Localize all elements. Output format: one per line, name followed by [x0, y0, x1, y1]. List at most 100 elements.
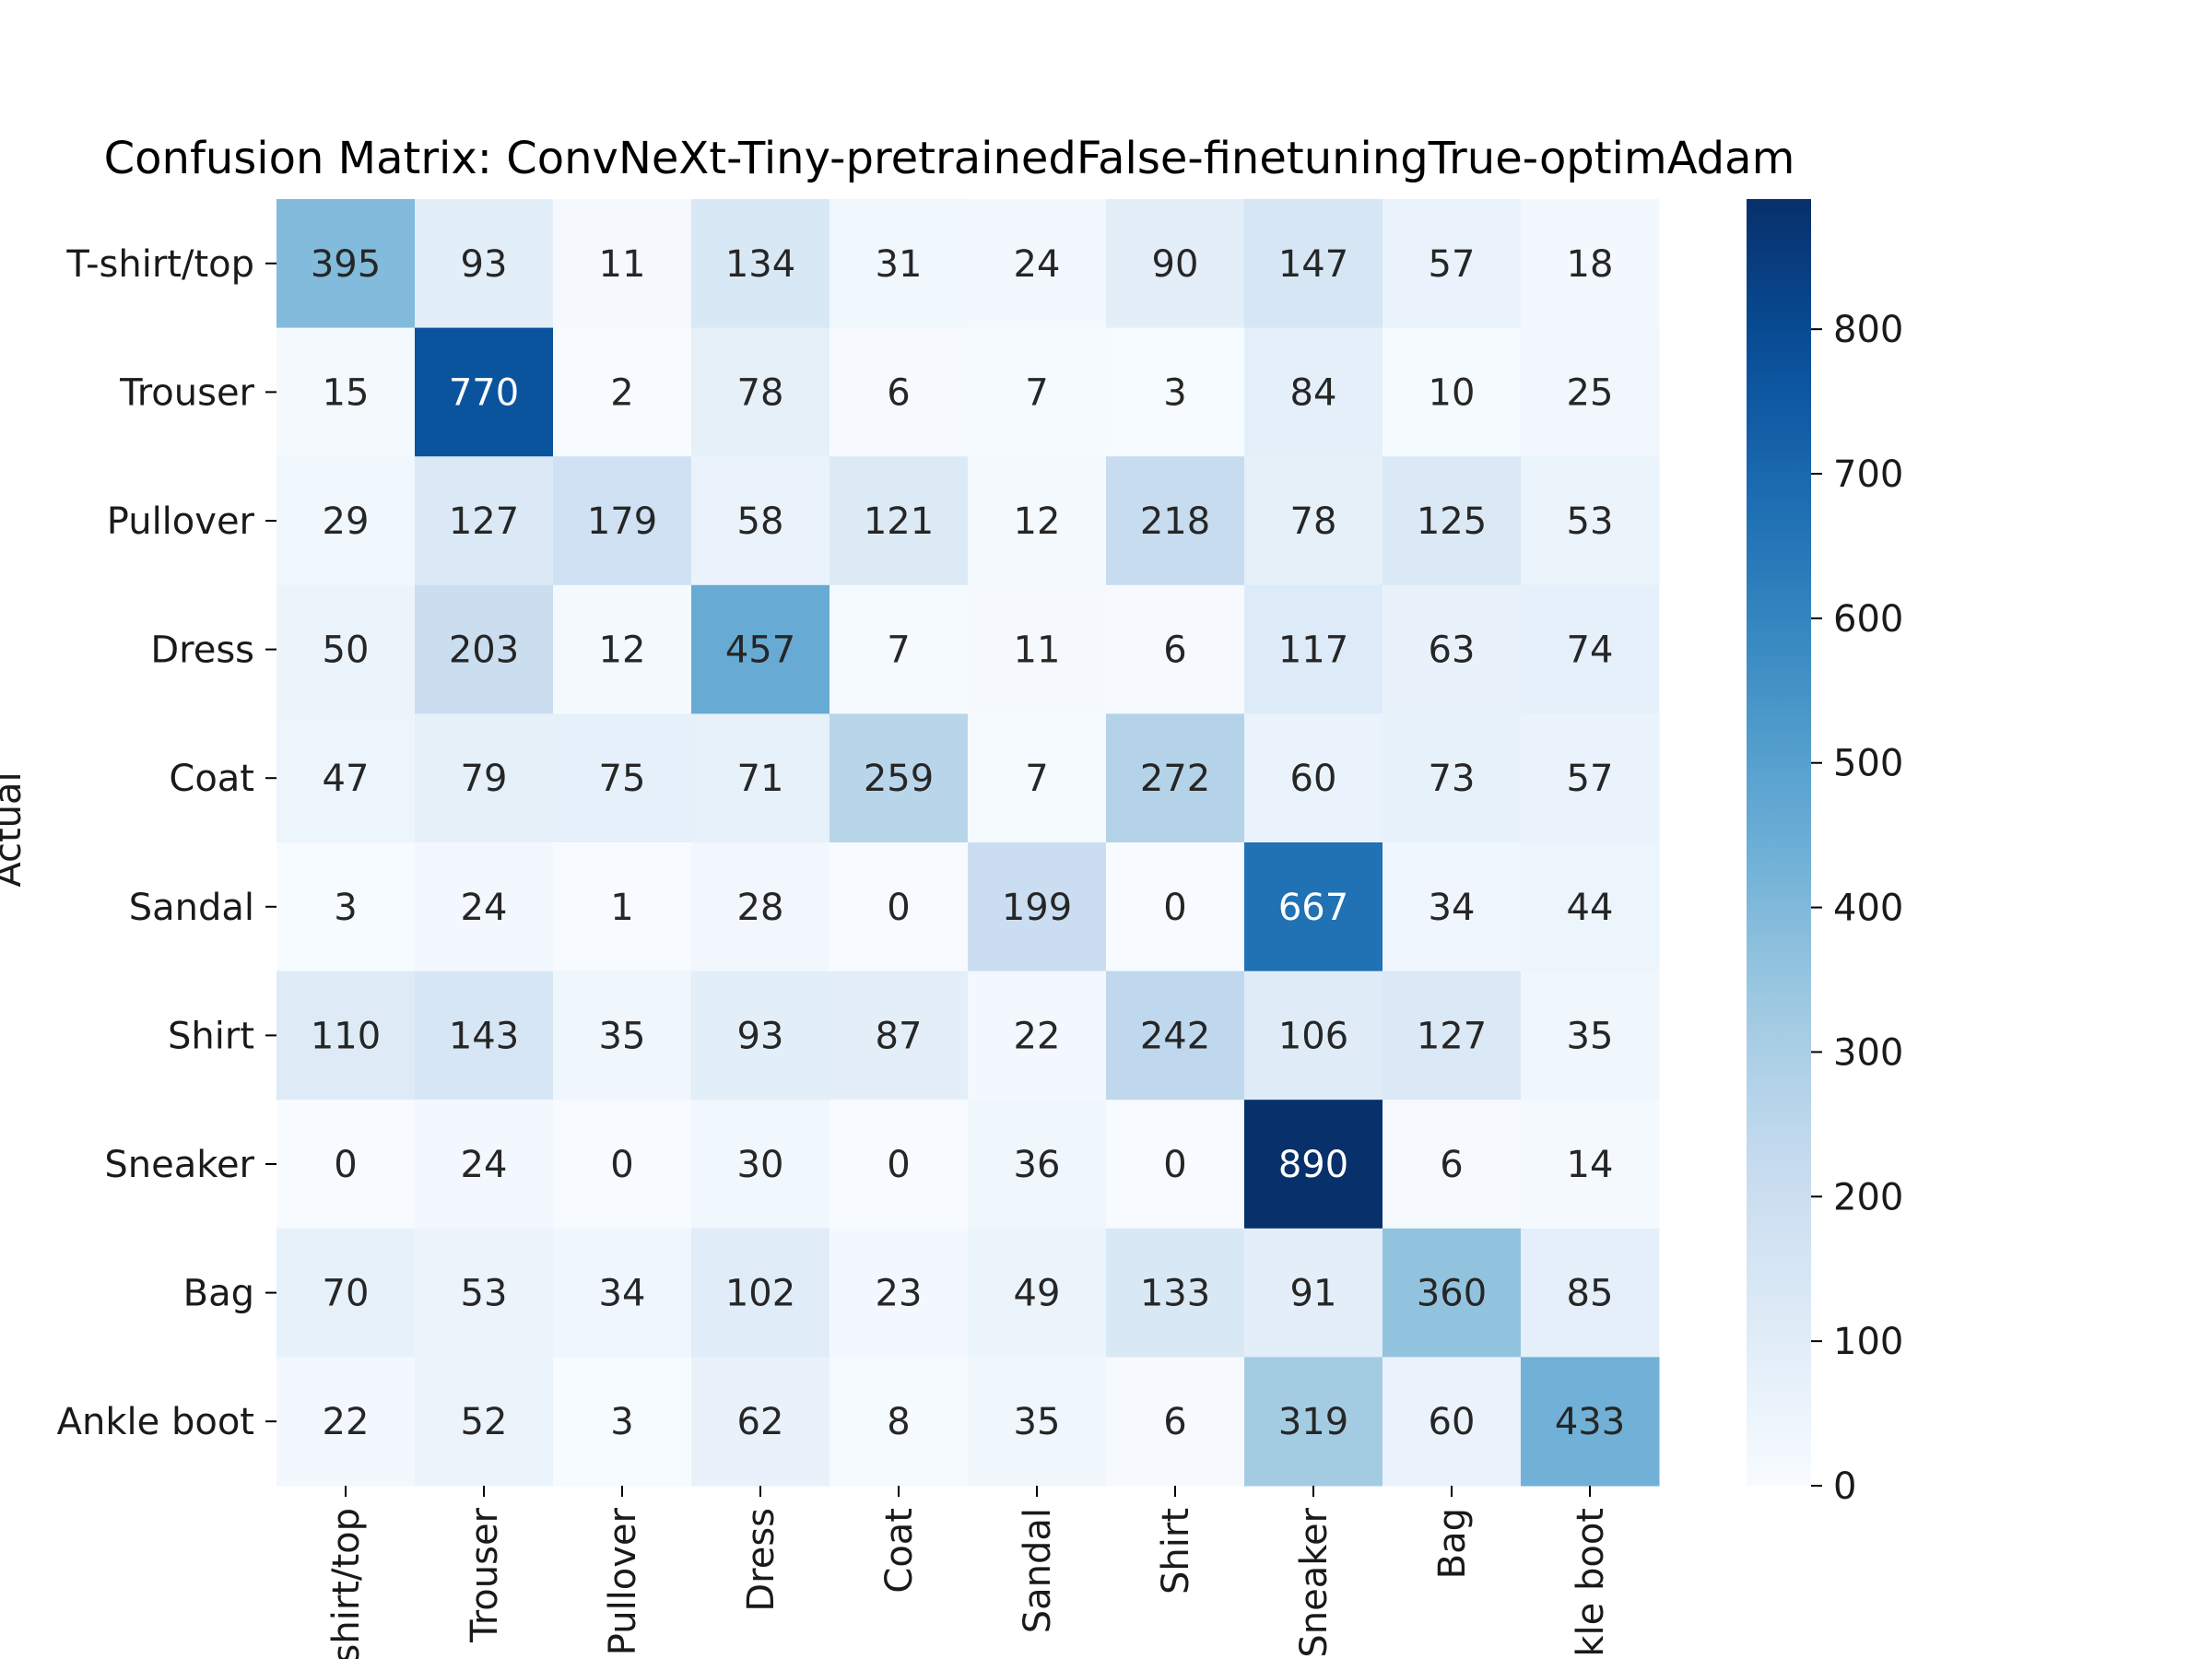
cell-value-r6-c1: 143: [449, 1015, 519, 1057]
cell-value-r9-c7: 319: [1278, 1401, 1348, 1443]
cell-value-r1-c8: 10: [1429, 371, 1476, 414]
cell-value-r6-c3: 93: [737, 1015, 784, 1057]
cell-value-r8-c8: 360: [1417, 1273, 1487, 1315]
row-tick-label-6: Shirt: [168, 1015, 254, 1057]
cell-value-r4-c4: 259: [864, 758, 934, 800]
cell-value-r5-c9: 44: [1567, 887, 1614, 929]
cell-value-r5-c1: 24: [461, 887, 508, 929]
heatmap-cells: [276, 199, 1660, 1487]
cell-value-r4-c8: 73: [1429, 758, 1476, 800]
col-tick-label-8: Bag: [1431, 1508, 1474, 1579]
col-tick-label-7: Sneaker: [1293, 1507, 1335, 1657]
cell-r7-c2: [553, 1100, 692, 1230]
cell-value-r1-c6: 3: [1163, 371, 1186, 414]
cell-value-r0-c7: 147: [1278, 243, 1348, 286]
col-tick-label-5: Sandal: [1017, 1508, 1059, 1633]
cell-r3-c1: [415, 584, 554, 714]
cell-r6-c2: [553, 971, 692, 1100]
col-tick-label-4: Coat: [878, 1508, 921, 1594]
cell-r9-c4: [830, 1357, 969, 1487]
cell-value-r3-c6: 6: [1163, 629, 1186, 672]
cell-r0-c1: [415, 199, 554, 329]
cell-value-r2-c6: 218: [1140, 500, 1210, 543]
cell-r1-c2: [553, 327, 692, 457]
cell-r6-c6: [1106, 971, 1245, 1100]
cell-value-r4-c3: 71: [737, 758, 784, 800]
cell-r2-c1: [415, 456, 554, 586]
cell-value-r0-c0: 395: [311, 243, 381, 286]
colorbar-tick-label-8: 800: [1833, 309, 1903, 351]
cell-r0-c2: [553, 199, 692, 329]
cell-value-r2-c7: 78: [1290, 500, 1337, 543]
col-tick-label-9: Ankle boot: [1570, 1508, 1612, 1659]
cell-value-r6-c7: 106: [1278, 1015, 1348, 1057]
cell-r2-c3: [691, 456, 830, 586]
cell-r9-c9: [1521, 1357, 1660, 1487]
cell-r8-c4: [830, 1228, 969, 1358]
cell-r6-c3: [691, 971, 830, 1100]
cell-value-r8-c1: 53: [461, 1273, 508, 1315]
column-tick-labels: T-shirt/top Trouser Pullover Dress Coat Sanda…: [325, 1486, 1612, 1659]
cell-value-r3-c9: 74: [1567, 629, 1614, 672]
cell-r9-c2: [553, 1357, 692, 1487]
cell-r2-c0: [276, 456, 416, 586]
cell-r0-c7: [1244, 199, 1383, 329]
cell-value-r9-c3: 62: [737, 1401, 784, 1443]
cell-value-r7-c6: 0: [1163, 1144, 1186, 1186]
cell-r1-c3: [691, 327, 830, 457]
cell-value-r0-c4: 31: [876, 243, 923, 286]
cell-value-r3-c7: 117: [1278, 629, 1348, 672]
col-tick-label-6: Shirt: [1155, 1508, 1197, 1594]
colorbar-tick-label-2: 200: [1833, 1176, 1903, 1218]
cell-value-r6-c0: 110: [311, 1015, 381, 1057]
cell-value-r9-c6: 6: [1163, 1401, 1186, 1443]
cell-r8-c1: [415, 1228, 554, 1358]
cell-r9-c1: [415, 1357, 554, 1487]
cell-r8-c9: [1521, 1228, 1660, 1358]
cell-value-r2-c4: 121: [864, 500, 934, 543]
colorbar-tick-label-3: 300: [1833, 1031, 1903, 1074]
cell-value-r4-c9: 57: [1567, 758, 1614, 800]
cell-r0-c9: [1521, 199, 1660, 329]
cell-value-r6-c9: 35: [1567, 1015, 1614, 1057]
cell-r2-c9: [1521, 456, 1660, 586]
cell-r7-c7: [1244, 1100, 1383, 1230]
cell-value-r6-c8: 127: [1417, 1015, 1487, 1057]
cell-r0-c8: [1382, 199, 1522, 329]
colorbar: 0 100 200 300 400 500 600 700 800: [1747, 199, 1903, 1508]
cell-r1-c4: [830, 327, 969, 457]
cell-value-r7-c9: 14: [1567, 1144, 1614, 1186]
cell-value-r8-c9: 85: [1567, 1273, 1614, 1315]
cell-value-r1-c7: 84: [1290, 371, 1337, 414]
cell-value-r4-c6: 272: [1140, 758, 1210, 800]
cell-value-r7-c3: 30: [737, 1144, 784, 1186]
cell-r3-c4: [830, 584, 969, 714]
cell-r5-c4: [830, 842, 969, 972]
cell-r7-c9: [1521, 1100, 1660, 1230]
cell-r6-c4: [830, 971, 969, 1100]
cell-r8-c7: [1244, 1228, 1383, 1358]
cell-value-r0-c9: 18: [1567, 243, 1614, 286]
cell-value-r1-c9: 25: [1567, 371, 1614, 414]
cell-r8-c8: [1382, 1228, 1522, 1358]
cell-value-r1-c1: 770: [449, 371, 519, 414]
cell-r4-c2: [553, 713, 692, 843]
cell-value-r7-c4: 0: [887, 1144, 910, 1186]
cell-r8-c2: [553, 1228, 692, 1358]
cell-r0-c4: [830, 199, 969, 329]
cell-r3-c8: [1382, 584, 1522, 714]
cell-value-r3-c5: 11: [1014, 629, 1061, 672]
cell-value-r0-c8: 57: [1429, 243, 1476, 286]
cell-value-r5-c5: 199: [1002, 887, 1072, 929]
cell-r3-c3: [691, 584, 830, 714]
cell-value-r9-c8: 60: [1429, 1401, 1476, 1443]
cell-value-r8-c7: 91: [1290, 1273, 1337, 1315]
cell-r5-c2: [553, 842, 692, 972]
cell-value-r3-c1: 203: [449, 629, 519, 672]
cell-r1-c6: [1106, 327, 1245, 457]
cell-r9-c7: [1244, 1357, 1383, 1487]
cell-r4-c0: [276, 713, 416, 843]
cell-value-r7-c0: 0: [334, 1144, 357, 1186]
cell-value-r9-c5: 35: [1014, 1401, 1061, 1443]
cell-value-r9-c0: 22: [323, 1401, 370, 1443]
